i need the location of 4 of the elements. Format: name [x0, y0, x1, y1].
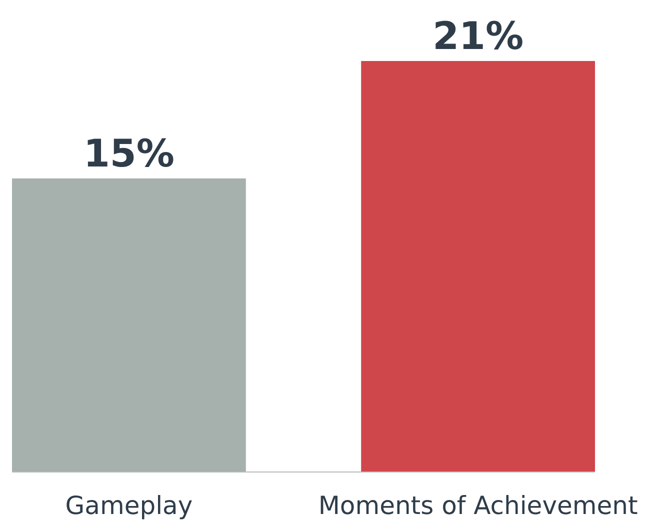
data-label: 15%: [83, 131, 174, 176]
data-label: 21%: [432, 14, 524, 58]
x-tick-label: Gameplay: [65, 490, 193, 520]
x-tick-label: Moments of Achievement: [318, 490, 638, 520]
